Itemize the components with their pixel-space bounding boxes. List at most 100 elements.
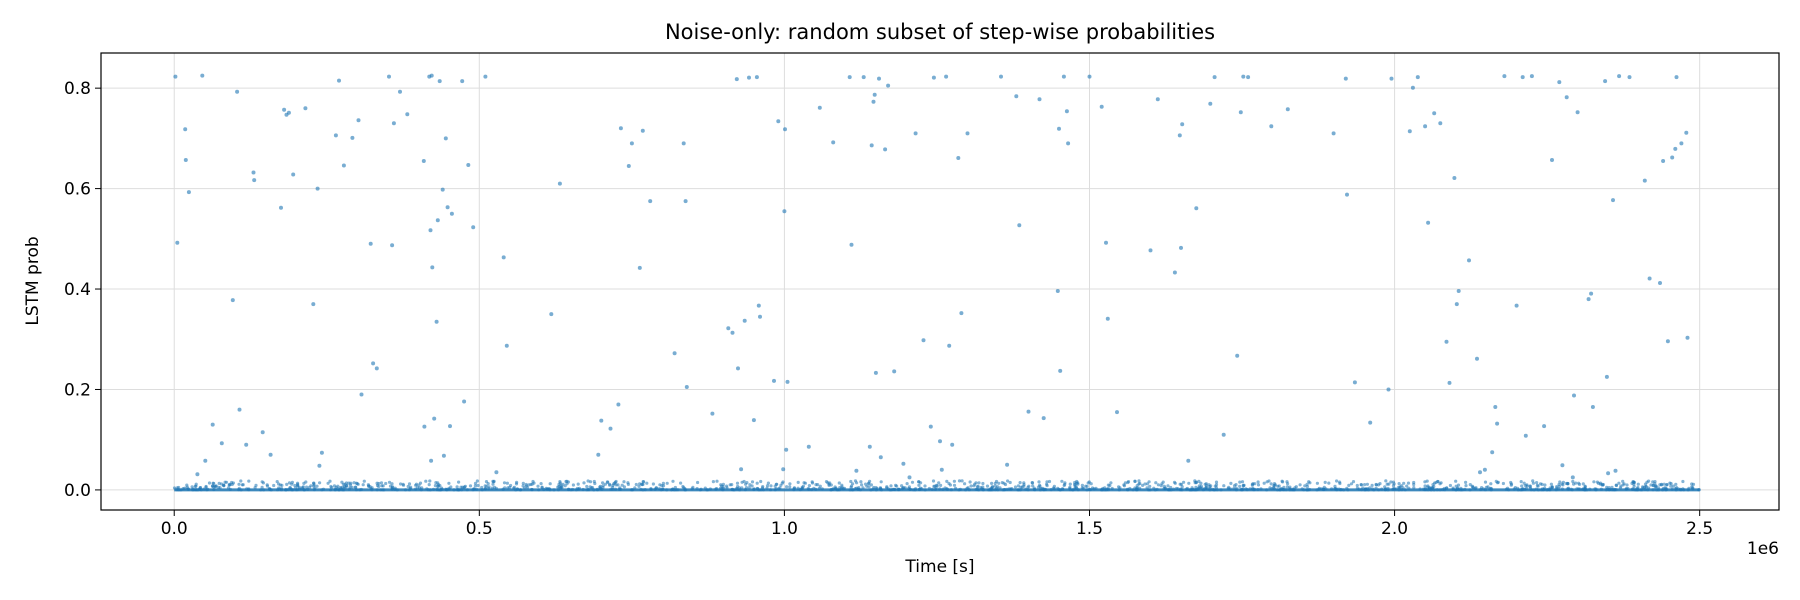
near-zero-point (1523, 484, 1527, 488)
near-zero-point (1239, 488, 1244, 492)
near-zero-point (1489, 488, 1493, 492)
near-zero-point (788, 482, 792, 486)
near-zero-point (1432, 488, 1436, 492)
near-zero-point (1256, 480, 1260, 484)
near-zero-point (1302, 488, 1306, 492)
near-zero-point (752, 487, 756, 491)
near-zero-point (1259, 487, 1263, 491)
near-zero-point (889, 484, 893, 488)
data-point (1115, 410, 1119, 415)
near-zero-point (1566, 482, 1570, 486)
near-zero-point (1037, 480, 1041, 484)
near-zero-point (1156, 483, 1160, 487)
near-zero-point (1000, 481, 1004, 485)
near-zero-point (622, 485, 627, 489)
near-zero-point (340, 488, 344, 492)
near-zero-point (354, 481, 359, 485)
near-zero-point (706, 488, 710, 492)
near-zero-point (1614, 483, 1618, 487)
data-point (1212, 75, 1217, 80)
near-zero-point (910, 480, 915, 484)
near-zero-point (465, 488, 469, 492)
data-point (230, 298, 235, 303)
data-point (391, 121, 396, 126)
data-point (1426, 220, 1431, 225)
data-point (1475, 356, 1479, 361)
near-zero-point (661, 481, 666, 485)
plot-frame (100, 52, 1780, 511)
data-point (1055, 289, 1060, 293)
data-point (913, 131, 918, 136)
near-zero-point (1473, 486, 1477, 491)
data-point (616, 402, 621, 407)
data-point (1057, 126, 1061, 131)
data-point (1456, 289, 1461, 293)
data-point (672, 351, 677, 356)
near-zero-point (585, 488, 589, 492)
data-point (260, 430, 265, 435)
data-point (1603, 79, 1608, 84)
near-zero-point (867, 485, 871, 489)
near-zero-point (661, 487, 665, 491)
data-point (359, 392, 364, 397)
near-zero-point (719, 483, 723, 487)
near-zero-point (1071, 488, 1075, 492)
near-zero-point (769, 484, 773, 488)
near-zero-point (576, 482, 580, 486)
near-zero-point (564, 479, 568, 484)
near-zero-point (1288, 488, 1292, 492)
near-zero-point (690, 487, 694, 491)
near-zero-point (198, 486, 202, 490)
data-point (1670, 155, 1675, 160)
near-zero-point (1558, 480, 1562, 484)
data-point (175, 240, 180, 245)
near-zero-point (1679, 488, 1683, 492)
near-zero-point (1682, 488, 1686, 492)
near-zero-point (1173, 481, 1177, 485)
near-zero-point (837, 481, 841, 485)
data-point (371, 361, 376, 366)
y-axis-label: LSTM prob (23, 236, 43, 325)
near-zero-point (660, 484, 664, 488)
near-zero-point (725, 484, 729, 488)
near-zero-point (879, 480, 883, 484)
near-zero-point (1105, 487, 1109, 491)
near-zero-point (456, 488, 460, 492)
data-point (1520, 75, 1525, 80)
data-point (939, 467, 944, 472)
near-zero-point (1298, 483, 1302, 487)
data-point (1490, 450, 1495, 455)
near-zero-point (1385, 482, 1389, 486)
near-zero-point (696, 480, 700, 485)
data-point (817, 105, 822, 110)
near-zero-point (329, 484, 333, 489)
near-zero-point (1451, 487, 1455, 491)
near-zero-point (206, 487, 210, 491)
near-zero-point (993, 488, 998, 492)
near-zero-point (1661, 486, 1665, 491)
near-zero-point (1256, 487, 1260, 492)
near-zero-point (296, 481, 300, 485)
near-zero-point (1669, 484, 1673, 488)
data-point (1665, 339, 1670, 344)
near-zero-point (434, 481, 438, 485)
near-zero-point (344, 481, 349, 485)
data-point (437, 79, 442, 84)
near-zero-point (990, 488, 995, 492)
near-zero-point (640, 483, 644, 487)
near-zero-point (408, 486, 412, 491)
near-zero-point (639, 487, 643, 491)
data-point (1444, 339, 1449, 344)
near-zero-point (1306, 488, 1310, 492)
near-zero-point (1407, 486, 1411, 490)
near-zero-point (796, 480, 800, 484)
data-point (440, 187, 445, 192)
near-zero-point (424, 479, 428, 483)
near-zero-point (1610, 488, 1614, 492)
data-point (1064, 109, 1069, 114)
near-zero-point (407, 482, 412, 486)
near-zero-point (1229, 481, 1233, 485)
near-zero-point (853, 479, 858, 483)
